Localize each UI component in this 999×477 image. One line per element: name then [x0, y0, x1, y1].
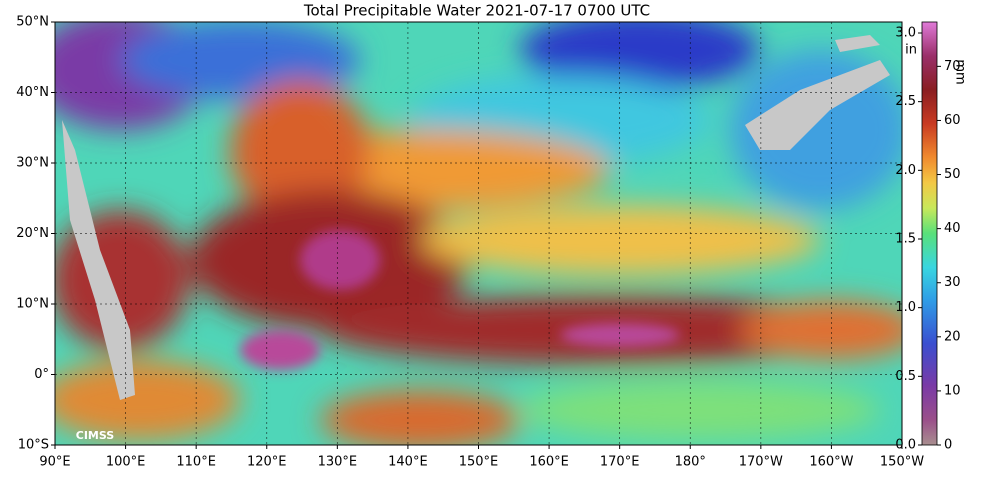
- x-tick-label: 160°E: [529, 455, 569, 470]
- x-tick-label: 160°W: [809, 455, 853, 470]
- y-tick-label: 10°S: [18, 438, 49, 453]
- y-tick-label: 10°N: [16, 297, 49, 312]
- x-tick-label: 180°: [675, 455, 706, 470]
- colorbar-tick-label: 60: [944, 113, 961, 128]
- x-tick-label: 130°E: [318, 455, 358, 470]
- x-tick-label: 150°W: [880, 455, 924, 470]
- colorbar: [921, 21, 938, 446]
- colorbar-tick-label: 2.0: [895, 163, 916, 178]
- colorbar-unit: in: [905, 43, 917, 58]
- colorbar-tick-label: 0: [944, 438, 952, 453]
- colorbar-tick-label: 0.0: [895, 438, 916, 453]
- x-tick-label: 170°E: [600, 455, 640, 470]
- x-tick-label: 120°E: [247, 455, 287, 470]
- x-tick-label: 110°E: [176, 455, 216, 470]
- y-tick-label: 50°N: [16, 15, 49, 30]
- y-tick-label: 20°N: [16, 226, 49, 241]
- x-tick-label: 100°E: [106, 455, 146, 470]
- colorbar-tick-label: 20: [944, 329, 961, 344]
- colorbar-unit: mm: [953, 59, 968, 84]
- map-field: [55, 22, 902, 445]
- y-tick-label: 30°N: [16, 156, 49, 171]
- colorbar-tick-label: 40: [944, 221, 961, 236]
- colorbar-tick-label: 70: [944, 59, 961, 74]
- colorbar-tick-label: 50: [944, 167, 961, 182]
- logo-text: CIMSS: [76, 429, 115, 442]
- x-tick-label: 140°E: [388, 455, 428, 470]
- colorbar-tick-label: 1.5: [895, 231, 916, 246]
- x-tick-label: 150°E: [459, 455, 499, 470]
- x-tick-label: 170°W: [739, 455, 783, 470]
- colorbar-tick-label: 3.0: [895, 25, 916, 40]
- colorbar-tick-label: 30: [944, 275, 961, 290]
- y-tick-label: 0°: [34, 367, 49, 382]
- colorbar-tick-label: 0.5: [895, 369, 916, 384]
- colorbar-tick-label: 2.5: [895, 94, 916, 109]
- colorbar-tick-label: 1.0: [895, 300, 916, 315]
- y-tick-label: 40°N: [16, 85, 49, 100]
- colorbar-tick-label: 10: [944, 383, 961, 398]
- title: Total Precipitable Water 2021-07-17 0700…: [303, 2, 650, 20]
- x-tick-label: 90°E: [39, 455, 70, 470]
